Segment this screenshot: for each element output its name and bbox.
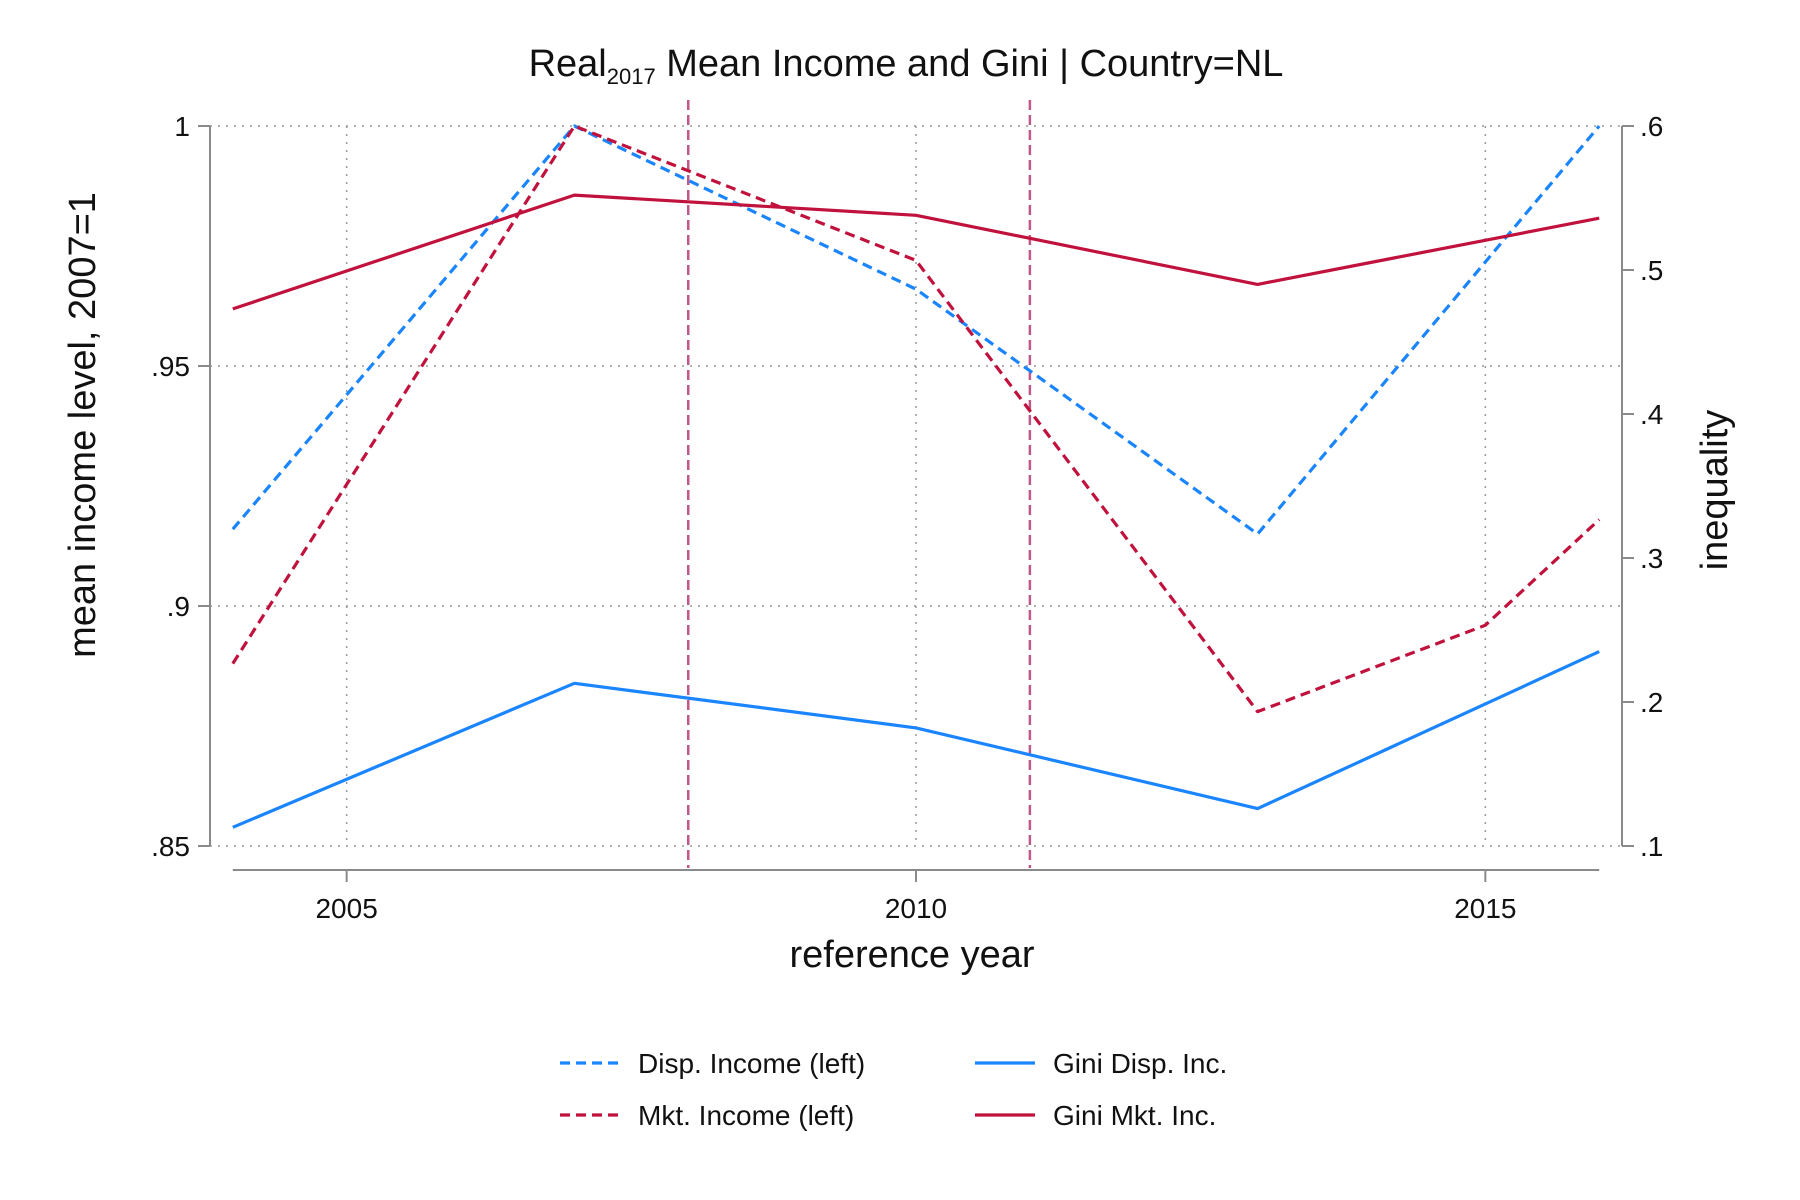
y-right-tick-label: .6 bbox=[1640, 111, 1663, 142]
y-right-tick-label: .2 bbox=[1640, 687, 1663, 718]
y-left-tick-label: .85 bbox=[151, 831, 190, 862]
chart-title-prefix: Real bbox=[529, 43, 607, 85]
y-axis-left-title: mean income level, 2007=1 bbox=[62, 192, 104, 658]
legend: Disp. Income (left) Mkt. Income (left) G… bbox=[560, 1048, 1227, 1131]
y-right-tick-label: .1 bbox=[1640, 831, 1663, 862]
chart-title-rest: Mean Income and Gini | Country=NL bbox=[656, 43, 1284, 85]
series-line-3 bbox=[232, 193, 1600, 311]
series-line-2 bbox=[232, 650, 1600, 829]
grid-layer bbox=[210, 125, 1622, 847]
axes: .85 .9 .95 1 .1 .2 .3 .4 .5 .6 2005 2010 2015 bbox=[151, 111, 1663, 924]
legend-label-mkt-income: Mkt. Income (left) bbox=[638, 1100, 854, 1131]
x-tick-label: 2005 bbox=[315, 893, 377, 924]
legend-label-gini-mkt: Gini Mkt. Inc. bbox=[1053, 1100, 1216, 1131]
series-lines bbox=[231, 124, 1601, 829]
x-tick-label: 2010 bbox=[885, 893, 947, 924]
y-axis-right-title: inequality bbox=[1694, 410, 1736, 571]
chart-title: Real2017 Mean Income and Gini | Country=… bbox=[529, 43, 1284, 89]
chart-title-subscript: 2017 bbox=[607, 64, 656, 89]
legend-label-gini-disp: Gini Disp. Inc. bbox=[1053, 1048, 1227, 1079]
x-axis-title: reference year bbox=[789, 934, 1034, 976]
y-right-tick-label: .5 bbox=[1640, 255, 1663, 286]
y-right-tick-label: .4 bbox=[1640, 399, 1663, 430]
y-left-tick-label: .95 bbox=[151, 351, 190, 382]
legend-label-disp-income: Disp. Income (left) bbox=[638, 1048, 865, 1079]
series-line-0 bbox=[231, 124, 1601, 536]
y-left-tick-label: 1 bbox=[174, 111, 190, 142]
y-right-tick-label: .3 bbox=[1640, 543, 1663, 574]
reference-lines bbox=[687, 100, 1032, 868]
x-tick-label: 2015 bbox=[1454, 893, 1516, 924]
y-left-tick-label: .9 bbox=[167, 591, 190, 622]
